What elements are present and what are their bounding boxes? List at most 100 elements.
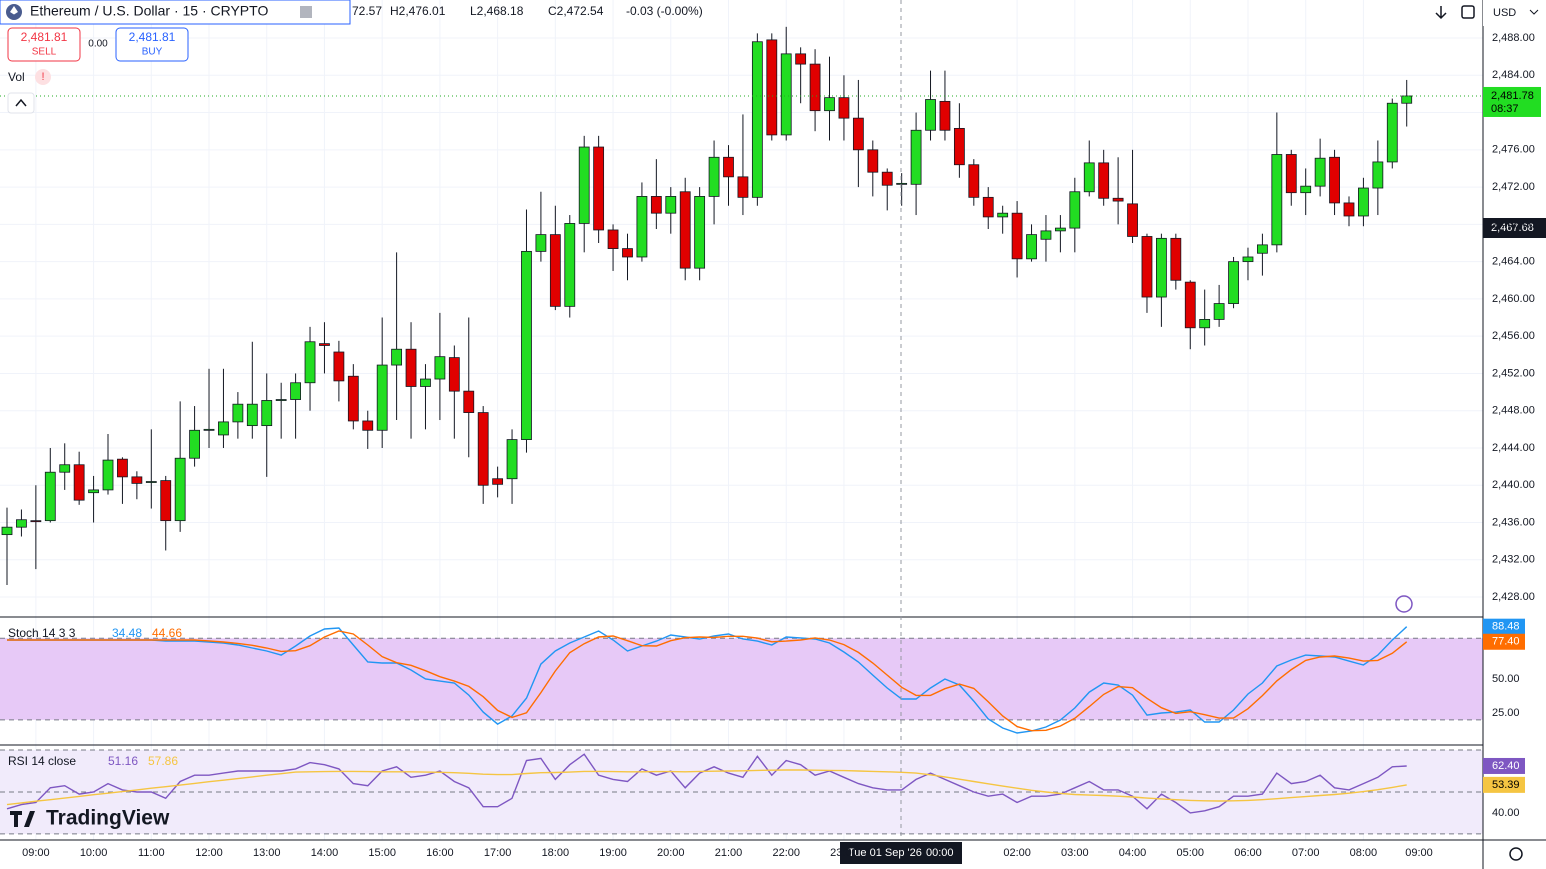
- sell-price[interactable]: 2,481.81: [21, 30, 68, 44]
- candle-body: [1170, 237, 1182, 281]
- candle-body: [694, 196, 706, 269]
- candle-body: [578, 146, 590, 224]
- candle-body: [780, 53, 792, 136]
- candle-body: [1054, 227, 1066, 232]
- candle-body: [1184, 281, 1196, 329]
- sell-button[interactable]: [7, 27, 81, 62]
- download-icon[interactable]: [1435, 6, 1447, 20]
- sell-label[interactable]: SELL: [32, 47, 57, 58]
- candle-body: [88, 489, 99, 494]
- x-tick-label: 05:00: [1176, 847, 1204, 859]
- candle-body: [737, 176, 749, 198]
- x-tick-label: 08:00: [1350, 847, 1378, 859]
- candle-body: [795, 53, 807, 65]
- candle-body: [290, 382, 302, 400]
- buy-label[interactable]: BUY: [142, 47, 163, 58]
- candle-body: [593, 146, 605, 231]
- collapse-button[interactable]: [7, 92, 35, 114]
- candle-body: [997, 212, 1009, 218]
- candle-body: [347, 375, 359, 422]
- x-tick-label: 06:00: [1234, 847, 1262, 859]
- candle-body: [968, 164, 980, 198]
- y-tick-label: 2,428.00: [1492, 591, 1535, 603]
- candle-body: [636, 196, 648, 258]
- last-value-box: [1483, 776, 1525, 793]
- panes: [0, 26, 1483, 835]
- symbol[interactable]: Ethereum / U.S. Dollar · 15 · CRYPTO: [30, 3, 268, 19]
- candle-body: [723, 156, 734, 178]
- symbol-box[interactable]: [0, 0, 351, 25]
- x-tick-label: 18:00: [542, 847, 570, 859]
- candle-body: [852, 117, 864, 151]
- candle-body: [925, 99, 936, 131]
- candle-body: [131, 476, 143, 484]
- candle-body: [838, 97, 850, 119]
- candle-body: [434, 356, 446, 380]
- candle-body: [420, 378, 431, 387]
- candle-body: [708, 156, 720, 197]
- candle-body: [16, 519, 27, 528]
- countdown-label: 08:37: [1491, 103, 1519, 115]
- x-tick-label: 16:00: [426, 847, 454, 859]
- x-tick-label: 19:00: [599, 847, 627, 859]
- y-tick-label: 2,448.00: [1492, 405, 1535, 417]
- buy-button[interactable]: [115, 27, 189, 62]
- ohlc-high: H2,476.01: [390, 4, 446, 18]
- y-tick-label: 2,452.00: [1492, 367, 1535, 379]
- y-tick-label: 2,436.00: [1492, 516, 1535, 528]
- crosshair-time-box: [840, 842, 962, 864]
- assistant-icon[interactable]: [1395, 595, 1413, 613]
- candle-body: [1040, 230, 1052, 240]
- candle-body: [275, 399, 287, 401]
- ohlc-open: 72.57: [352, 4, 382, 18]
- candle-body: [953, 127, 965, 166]
- y-tick-label: 2,484.00: [1492, 69, 1535, 81]
- candle-body: [1271, 154, 1283, 246]
- y-tick-label: 40.00: [1492, 807, 1520, 819]
- candle-body: [218, 421, 229, 436]
- candle-body: [1257, 244, 1268, 254]
- candle-body: [1026, 234, 1037, 260]
- candle-body: [203, 428, 215, 431]
- vol-warning[interactable]: [35, 69, 51, 85]
- crosshair-price-box: [1483, 218, 1546, 238]
- flag-icon[interactable]: [300, 6, 312, 18]
- last-value-box: [1483, 757, 1525, 774]
- settings-icon[interactable]: [1509, 847, 1523, 861]
- eth-icon: [10, 6, 18, 15]
- candle-body: [1358, 187, 1369, 217]
- legend-value: 44.66: [152, 626, 182, 640]
- candle-body: [1141, 236, 1153, 298]
- candle-body: [405, 348, 417, 387]
- crosshair-date: Tue 01 Sep '26: [848, 847, 922, 859]
- ohlc-close: C2,472.54: [548, 4, 604, 18]
- vol-warning-mark: !: [41, 71, 44, 83]
- crosshair-time: 00:00: [926, 847, 954, 859]
- legend-title: RSI 14 close: [8, 754, 76, 768]
- buy-price[interactable]: 2,481.81: [129, 30, 176, 44]
- x-tick-label: 02:00: [1003, 847, 1031, 859]
- candle-body: [391, 348, 403, 366]
- candle-body: [304, 341, 316, 384]
- candle-body: [1213, 303, 1225, 320]
- candle-body: [319, 343, 330, 346]
- x-tick-label: 21:00: [715, 847, 743, 859]
- candle-body: [1127, 203, 1138, 237]
- y-tick-label: 2,476.00: [1492, 144, 1535, 156]
- fullscreen-icon[interactable]: [1461, 5, 1475, 19]
- x-tick-label: 13:00: [253, 847, 281, 859]
- candle-body: [1386, 102, 1398, 163]
- last-value-label: 88.48: [1492, 621, 1520, 633]
- logo: TradingView: [46, 807, 170, 830]
- legend: RSI 14 close 51.16 57.86: [8, 754, 178, 768]
- x-tick-label: 10:00: [80, 847, 108, 859]
- candle-body: [160, 480, 172, 522]
- currency[interactable]: USD: [1493, 7, 1516, 19]
- candle-body: [1, 526, 13, 536]
- y-tick-label: 2,488.00: [1492, 32, 1535, 44]
- legend-value: 57.86: [148, 754, 178, 768]
- candle-body: [535, 234, 547, 252]
- x-tick-label: 22:00: [772, 847, 800, 859]
- y-tick-label: 2,456.00: [1492, 330, 1535, 342]
